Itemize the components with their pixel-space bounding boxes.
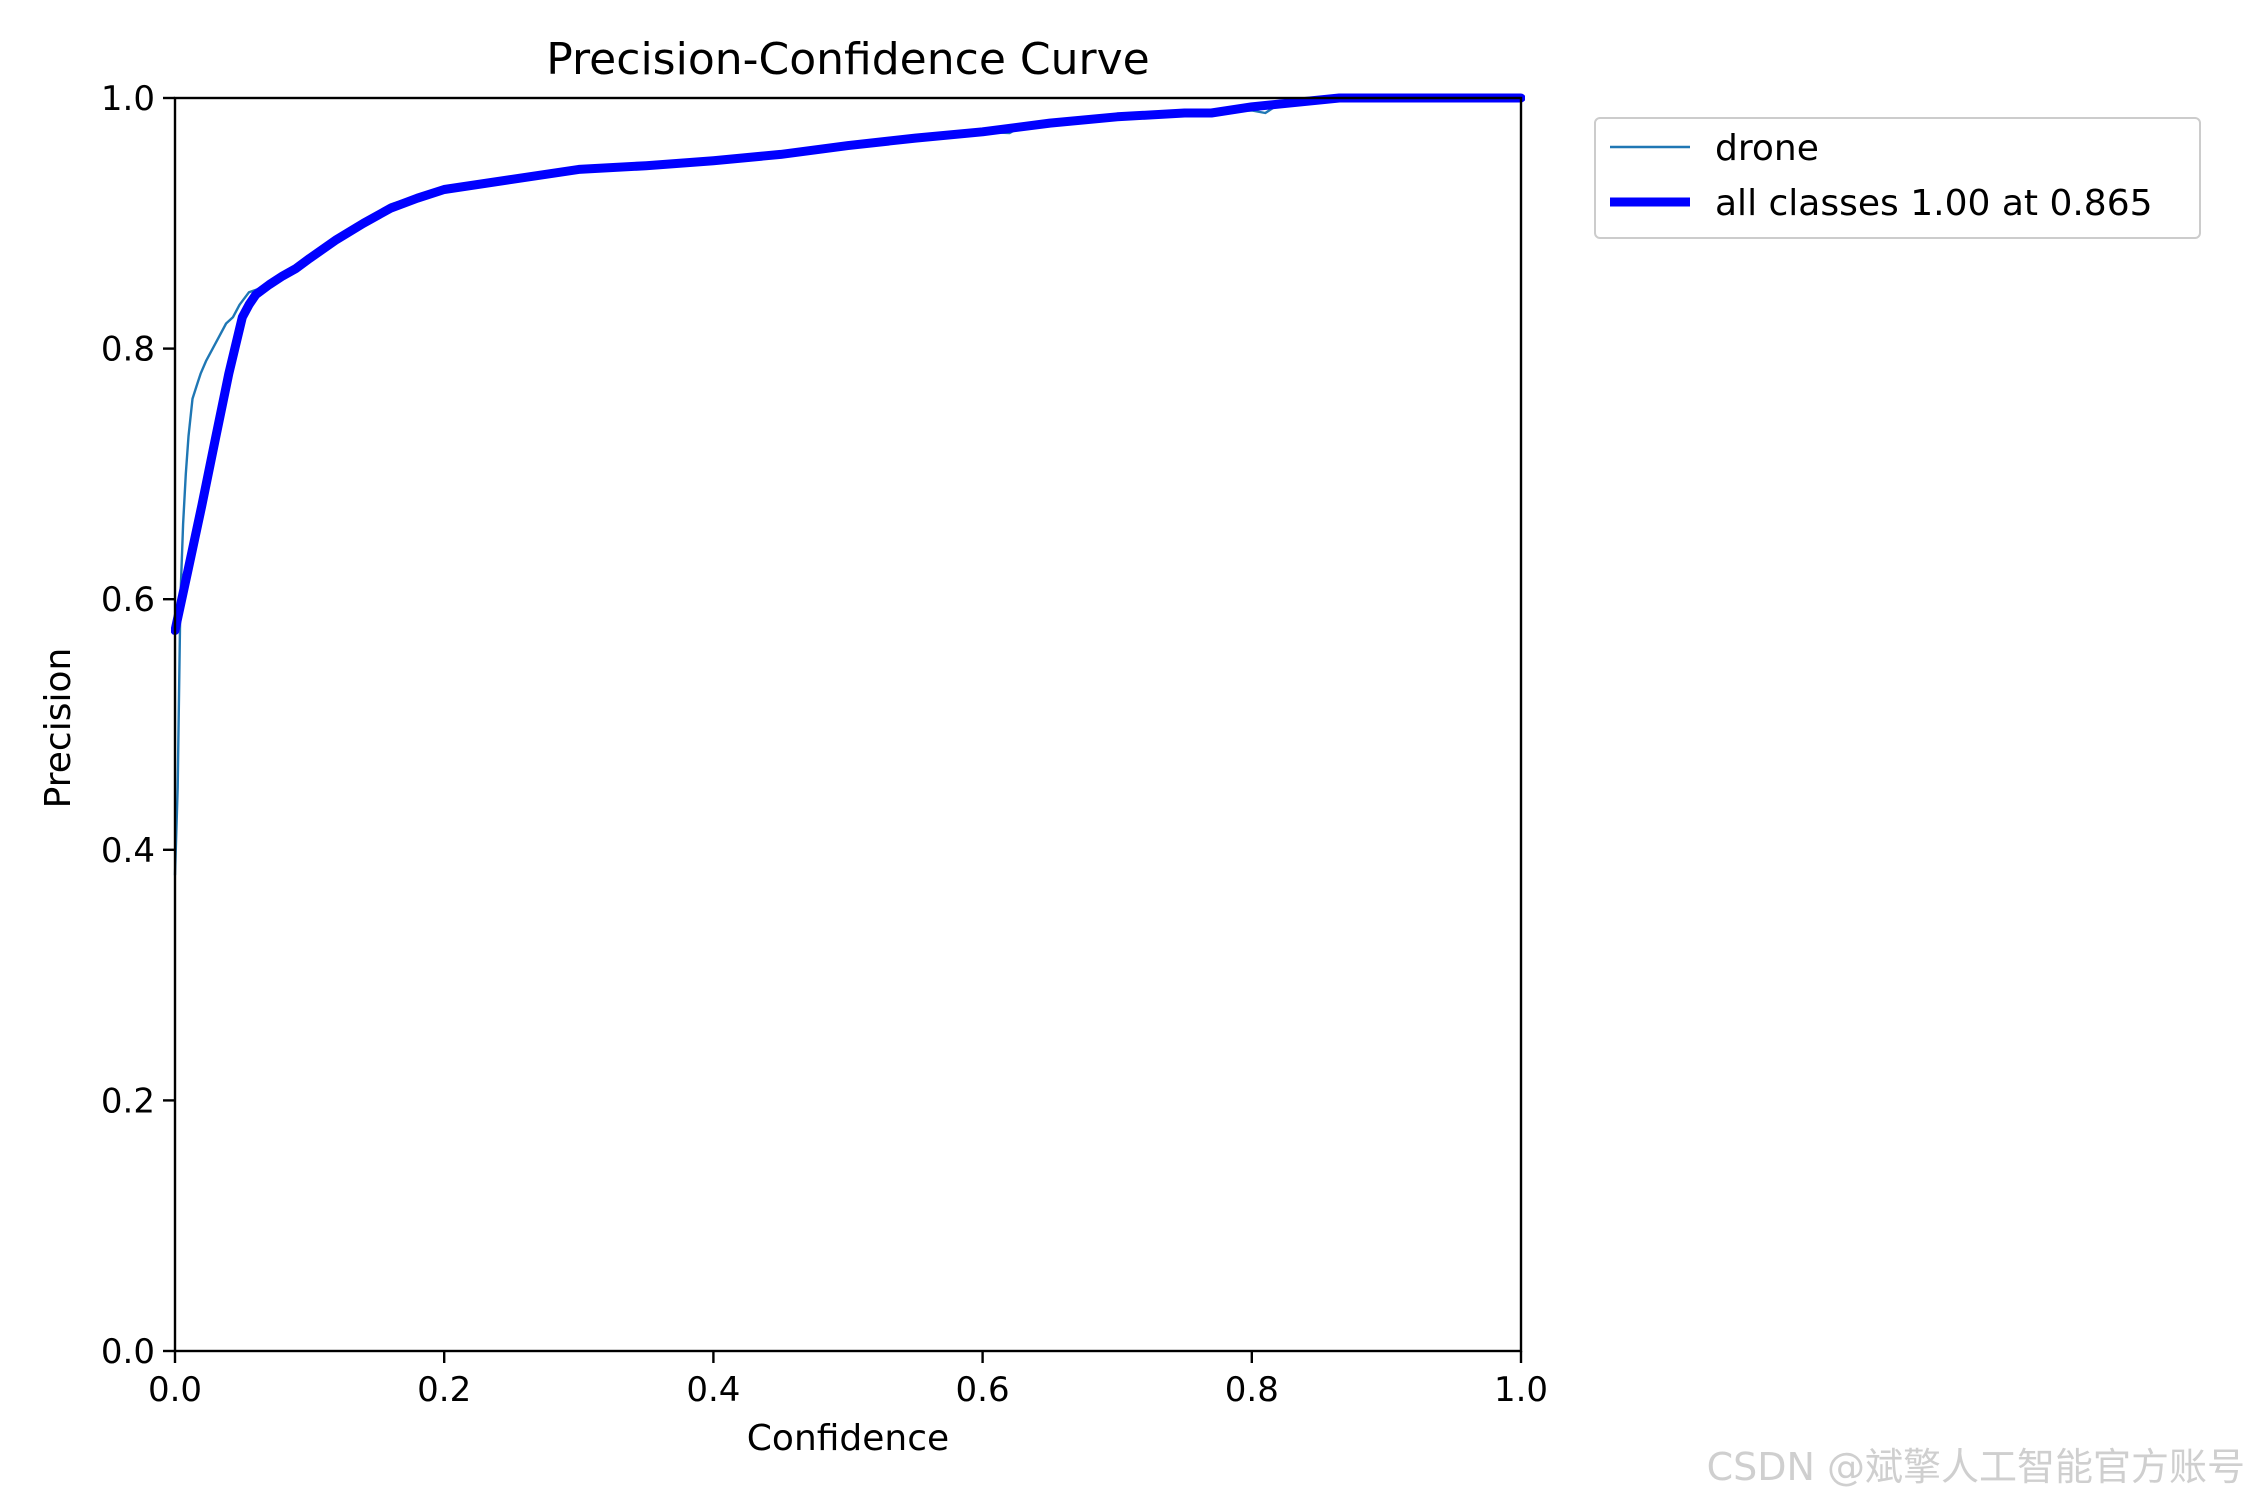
- y-tick-label: 0.4: [101, 831, 155, 871]
- legend-box: [1594, 117, 2201, 239]
- series-line-all-classes: [171, 93, 1525, 635]
- y-tick-label: 1.0: [101, 79, 155, 119]
- y-tick-label: 0.6: [101, 580, 155, 620]
- axes-frame: [173, 96, 1523, 1353]
- x-tick-label: 0.8: [1225, 1370, 1279, 1410]
- axes: 0.0 0.2 0.4 0.6 0.8 1.0 0.0 0.2 0.4 0.6 0.8 1.0: [101, 79, 1548, 1410]
- y-tick-label: 0.8: [101, 330, 155, 370]
- legend: drone all classes 1.00 at 0.865: [1594, 117, 2201, 239]
- x-axis-label: Confidence: [747, 1418, 949, 1459]
- x-tick-label: 0.4: [686, 1370, 740, 1410]
- legend-label: all classes 1.00 at 0.865: [1715, 183, 2153, 224]
- x-tick-label: 0.2: [417, 1370, 471, 1410]
- chart-title: Precision-Confidence Curve: [546, 34, 1149, 85]
- y-tick-label: 0.2: [101, 1081, 155, 1121]
- x-tick-label: 1.0: [1494, 1370, 1548, 1410]
- y-tick-label: 0.0: [101, 1332, 155, 1372]
- x-tick-label: 0.0: [148, 1370, 202, 1410]
- watermark-text: CSDN @斌擎人工智能官方账号: [1707, 1445, 2245, 1489]
- y-axis-label: Precision: [38, 648, 79, 809]
- legend-label: drone: [1715, 128, 1819, 169]
- x-tick-label: 0.6: [956, 1370, 1010, 1410]
- plot-area: [171, 93, 1525, 877]
